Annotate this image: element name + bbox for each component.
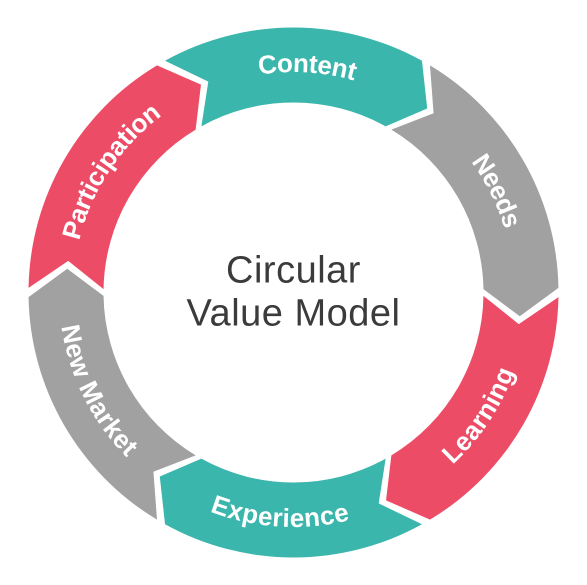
title-line-2: Value Model <box>187 293 401 337</box>
circular-value-model-diagram: ContentNeedsLearningExperienceNew Market… <box>0 0 587 585</box>
diagram-title: Circular Value Model <box>187 249 401 336</box>
title-line-1: Circular <box>187 249 401 293</box>
ring-segment <box>29 65 201 289</box>
